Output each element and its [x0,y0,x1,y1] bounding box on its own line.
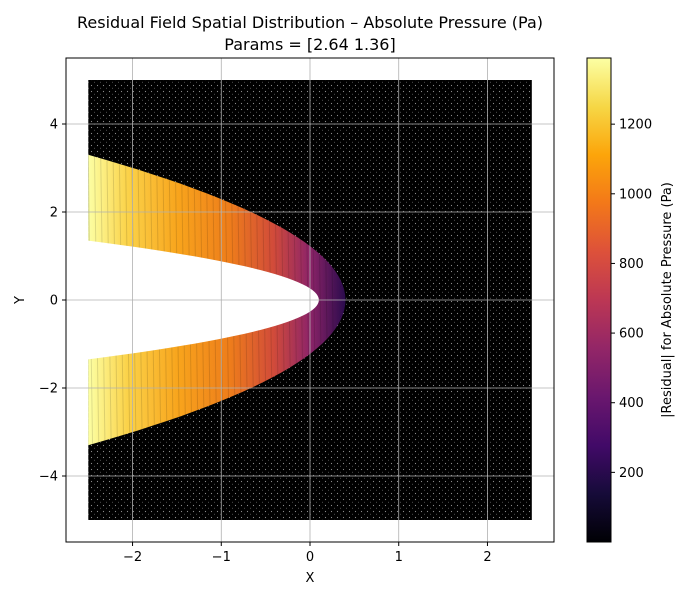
colorbar-label: |Residual| for Absolute Pressure (Pa) [660,182,675,418]
y-tick-label: −2 [39,382,58,397]
colorbar-tick-label: 800 [619,257,644,272]
y-tick-label: −4 [39,470,58,485]
chart-subtitle: Params = [2.64 1.36] [224,35,395,54]
colorbar [586,57,612,543]
colorbar-tick-label: 1200 [619,118,652,133]
colorbar-ticks: 200 400 600 800 1000 1200 [611,118,652,481]
x-tick-label: −1 [212,550,231,565]
grid [66,58,554,542]
x-tick-label: −2 [123,550,142,565]
x-axis-label: X [306,571,315,586]
colorbar-tick-label: 200 [619,466,644,481]
colorbar-tick-label: 600 [619,327,644,342]
x-tick-label: 2 [483,550,491,565]
y-tick-label: 2 [50,206,58,221]
y-axis-label: Y [13,296,28,305]
chart-title: Residual Field Spatial Distribution – Ab… [77,13,543,32]
x-axis-ticks: −2 −1 0 1 2 [123,542,492,565]
x-tick-label: 1 [395,550,403,565]
y-tick-label: 4 [50,118,58,133]
colorbar-tick-label: 400 [619,396,644,411]
x-tick-label: 0 [306,550,314,565]
colorbar-tick-label: 1000 [619,187,652,202]
y-tick-label: 0 [50,294,58,309]
y-axis-ticks: −4 −2 0 2 4 [39,118,66,485]
